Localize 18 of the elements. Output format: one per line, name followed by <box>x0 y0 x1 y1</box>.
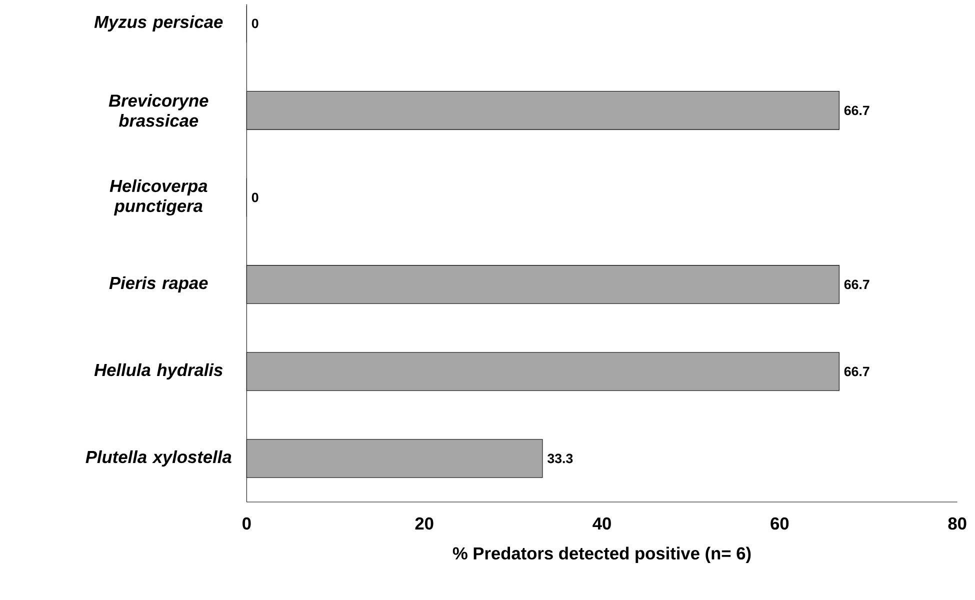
x-tick-label: 60 <box>770 517 789 530</box>
data-label: 33.3 <box>548 454 573 464</box>
x-tick-label: 40 <box>592 517 611 530</box>
data-label: 66.7 <box>844 366 870 376</box>
y-tick-label: Brevicoryne brassicae <box>108 94 208 127</box>
y-tick-label: Pieris rapae <box>109 276 208 293</box>
x-tick-label: 20 <box>415 517 434 530</box>
x-tick-label: 80 <box>948 517 966 530</box>
y-tick-label: Helicoverpa punctigera <box>110 179 208 216</box>
y-tick-label: Plutella xylostella <box>86 450 232 467</box>
data-label: 0 <box>252 18 258 28</box>
data-label: 66.7 <box>844 280 870 290</box>
x-tick-label: 0 <box>242 517 251 530</box>
x-axis-title: % Predators detected positive (n= 6) <box>452 546 751 563</box>
data-label: 0 <box>252 192 258 202</box>
data-label: 66.7 <box>844 106 870 116</box>
y-tick-label: Myzus persicae <box>94 15 223 32</box>
y-tick-label: Hellula hydralis <box>94 363 223 380</box>
